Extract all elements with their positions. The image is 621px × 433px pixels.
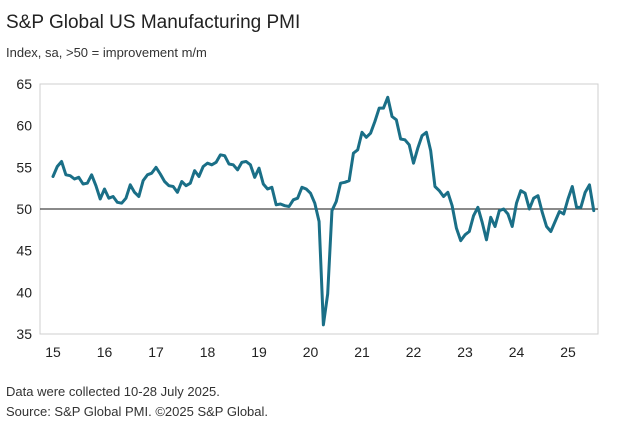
x-tick-label: 19 <box>251 344 267 360</box>
footnote-source: Source: S&P Global PMI. ©2025 S&P Global… <box>6 404 269 419</box>
x-tick-label: 15 <box>45 344 61 360</box>
x-tick-label: 16 <box>97 344 113 360</box>
pmi-series-line <box>51 95 596 327</box>
x-tick-label: 23 <box>457 344 473 360</box>
x-axis-tick-labels: 15 16 17 18 19 20 21 22 23 24 25 <box>45 344 576 360</box>
chart-subtitle: Index, sa, >50 = improvement m/m <box>6 45 207 60</box>
y-tick-label: 50 <box>16 201 32 217</box>
footnote-collection-dates: Data were collected 10-28 July 2025. <box>6 384 220 399</box>
y-tick-label: 45 <box>16 243 32 259</box>
y-tick-label: 35 <box>16 326 32 342</box>
x-tick-label: 21 <box>354 344 370 360</box>
y-tick-label: 60 <box>16 118 32 134</box>
x-tick-label: 24 <box>509 344 525 360</box>
y-axis-tick-labels: 35 40 45 50 55 60 65 <box>16 76 32 342</box>
x-tick-label: 20 <box>303 344 319 360</box>
y-tick-label: 55 <box>16 159 32 175</box>
x-tick-label: 18 <box>200 344 216 360</box>
y-tick-label: 65 <box>16 76 32 92</box>
chart-title: S&P Global US Manufacturing PMI <box>6 12 301 33</box>
x-tick-label: 25 <box>560 344 576 360</box>
x-tick-label: 17 <box>148 344 164 360</box>
x-tick-label: 22 <box>406 344 422 360</box>
y-tick-label: 40 <box>16 284 32 300</box>
